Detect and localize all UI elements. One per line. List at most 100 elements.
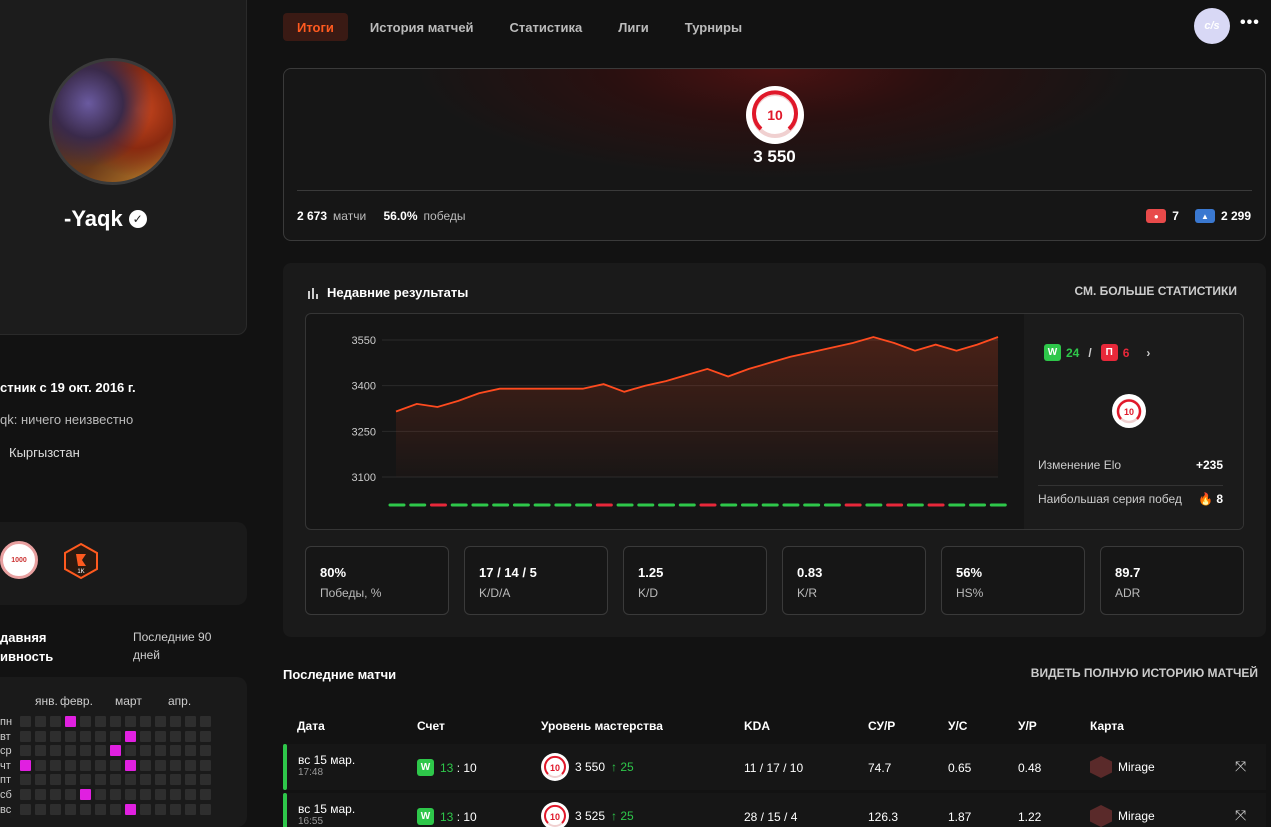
col-score[interactable]: Счет xyxy=(417,719,445,733)
more-menu-icon[interactable]: ••• xyxy=(1240,14,1260,31)
see-more-stats-link[interactable]: СМ. БОЛЬШЕ СТАТИСТИКИ xyxy=(1074,284,1237,298)
col-kd[interactable]: У/С xyxy=(948,719,968,733)
heatmap-cell[interactable] xyxy=(110,745,121,757)
heatmap-cell[interactable] xyxy=(185,759,196,771)
heatmap-cell[interactable] xyxy=(95,774,106,786)
heatmap-cell[interactable] xyxy=(155,789,166,800)
heatmap-cell[interactable] xyxy=(95,716,106,727)
heatmap-cell[interactable] xyxy=(125,789,136,800)
heatmap-cell[interactable] xyxy=(95,759,106,771)
heatmap-cell[interactable] xyxy=(35,774,46,786)
heatmap-cell[interactable] xyxy=(20,803,31,815)
heatmap-cell[interactable] xyxy=(95,803,106,815)
heatmap-cell[interactable] xyxy=(200,759,211,771)
heatmap-cell[interactable] xyxy=(35,716,46,727)
heatmap-cell[interactable] xyxy=(140,730,151,742)
heatmap-cell[interactable] xyxy=(185,745,196,757)
heatmap-cell[interactable] xyxy=(80,789,91,800)
heatmap-cell[interactable] xyxy=(35,730,46,742)
heatmap-cell[interactable] xyxy=(110,716,121,727)
heatmap-cell[interactable] xyxy=(155,716,166,727)
heatmap-cell[interactable] xyxy=(95,745,106,757)
table-row[interactable]: вс 15 мар. 16:55 W 13 : 10 10 3 525 ↑ 25… xyxy=(283,793,1266,827)
heatmap-cell[interactable] xyxy=(65,774,76,786)
heatmap-cell[interactable] xyxy=(170,759,181,771)
heatmap-cell[interactable] xyxy=(185,774,196,786)
heatmap-cell[interactable] xyxy=(65,745,76,757)
heatmap-cell[interactable] xyxy=(170,730,181,742)
heatmap-cell[interactable] xyxy=(140,803,151,815)
heatmap-cell[interactable] xyxy=(155,803,166,815)
heatmap-cell[interactable] xyxy=(200,745,211,757)
heatmap-cell[interactable] xyxy=(155,774,166,786)
heatmap-cell[interactable] xyxy=(95,730,106,742)
heatmap-cell[interactable] xyxy=(125,745,136,757)
heatmap-cell[interactable] xyxy=(20,730,31,742)
heatmap-cell[interactable] xyxy=(140,759,151,771)
heatmap-cell[interactable] xyxy=(110,759,121,771)
heatmap-cell[interactable] xyxy=(200,730,211,742)
tab-leagues[interactable]: Лиги xyxy=(618,19,649,35)
col-map[interactable]: Карта xyxy=(1090,719,1124,733)
heatmap-cell[interactable] xyxy=(80,774,91,786)
heatmap-cell[interactable] xyxy=(140,789,151,800)
heatmap-cell[interactable] xyxy=(50,774,61,786)
heatmap-cell[interactable] xyxy=(20,745,31,757)
expand-icon[interactable]: ⤧ xyxy=(1235,807,1247,823)
col-adr[interactable]: СУ/Р xyxy=(868,719,896,733)
heatmap-cell[interactable] xyxy=(155,759,166,771)
tab-summary[interactable]: Итоги xyxy=(283,13,348,41)
heatmap-cell[interactable] xyxy=(125,803,136,815)
heatmap-cell[interactable] xyxy=(35,759,46,771)
heatmap-cell[interactable] xyxy=(110,774,121,786)
win-loss-summary[interactable]: W 24 / П 6 › xyxy=(1044,344,1150,361)
heatmap-cell[interactable] xyxy=(185,716,196,727)
heatmap-cell[interactable] xyxy=(125,759,136,771)
heatmap-cell[interactable] xyxy=(110,789,121,800)
heatmap-cell[interactable] xyxy=(65,716,76,727)
heatmap-cell[interactable] xyxy=(185,803,196,815)
col-date[interactable]: Дата xyxy=(297,719,325,733)
heatmap-cell[interactable] xyxy=(125,730,136,742)
col-kda[interactable]: KDA xyxy=(744,719,770,733)
heatmap-cell[interactable] xyxy=(50,803,61,815)
heatmap-cell[interactable] xyxy=(170,716,181,727)
heatmap-cell[interactable] xyxy=(110,730,121,742)
heatmap-cell[interactable] xyxy=(80,730,91,742)
tab-statistics[interactable]: Статистика xyxy=(509,19,583,35)
heatmap-cell[interactable] xyxy=(35,789,46,800)
heatmap-cell[interactable] xyxy=(80,716,91,727)
heatmap-cell[interactable] xyxy=(185,730,196,742)
heatmap-cell[interactable] xyxy=(65,803,76,815)
heatmap-cell[interactable] xyxy=(65,789,76,800)
heatmap-cell[interactable] xyxy=(80,759,91,771)
tab-tournaments[interactable]: Турниры xyxy=(684,19,743,35)
heatmap-cell[interactable] xyxy=(20,789,31,800)
heatmap-cell[interactable] xyxy=(20,759,31,771)
heatmap-cell[interactable] xyxy=(20,774,31,786)
full-history-link[interactable]: ВИДЕТЬ ПОЛНУЮ ИСТОРИЮ МАТЧЕЙ xyxy=(1030,666,1258,680)
col-skill-level[interactable]: Уровень мастерства xyxy=(541,719,663,733)
tab-match-history[interactable]: История матчей xyxy=(369,19,474,35)
heatmap-cell[interactable] xyxy=(155,730,166,742)
heatmap-cell[interactable] xyxy=(200,789,211,800)
heatmap-cell[interactable] xyxy=(140,745,151,757)
heatmap-cell[interactable] xyxy=(35,745,46,757)
heatmap-cell[interactable] xyxy=(170,774,181,786)
heatmap-cell[interactable] xyxy=(170,803,181,815)
heatmap-cell[interactable] xyxy=(50,789,61,800)
heatmap-cell[interactable] xyxy=(50,759,61,771)
heatmap-cell[interactable] xyxy=(140,716,151,727)
badge-1k-icon[interactable]: 1K xyxy=(62,542,100,580)
heatmap-cell[interactable] xyxy=(65,759,76,771)
heatmap-cell[interactable] xyxy=(20,716,31,727)
user-avatar-button[interactable]: c/s xyxy=(1194,8,1230,44)
heatmap-cell[interactable] xyxy=(200,716,211,727)
heatmap-cell[interactable] xyxy=(170,789,181,800)
heatmap-cell[interactable] xyxy=(95,789,106,800)
heatmap-cell[interactable] xyxy=(155,745,166,757)
heatmap-cell[interactable] xyxy=(200,774,211,786)
heatmap-cell[interactable] xyxy=(50,716,61,727)
heatmap-cell[interactable] xyxy=(125,774,136,786)
heatmap-cell[interactable] xyxy=(140,774,151,786)
